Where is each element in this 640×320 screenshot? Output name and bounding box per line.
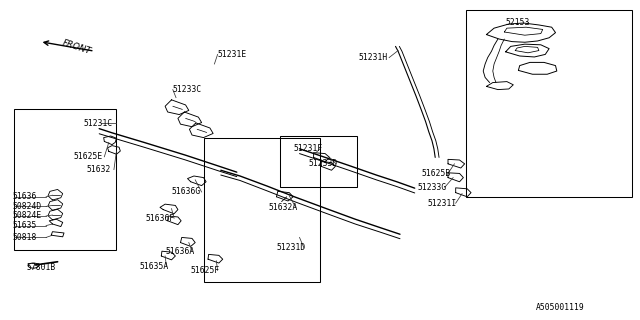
Text: 51632: 51632	[86, 165, 111, 174]
Text: 50824D: 50824D	[13, 202, 42, 211]
Text: FRONT: FRONT	[61, 38, 92, 56]
Text: 51632A: 51632A	[269, 203, 298, 212]
Bar	[466, 10, 632, 197]
Text: 51233C: 51233C	[173, 85, 202, 94]
Text: 50824E: 50824E	[13, 212, 42, 220]
Text: 51625E: 51625E	[74, 152, 103, 161]
Text: 51636A: 51636A	[165, 247, 195, 256]
Text: 51636G: 51636G	[172, 188, 201, 196]
Text: A505001119: A505001119	[536, 303, 585, 312]
Bar	[204, 138, 320, 282]
Text: 51233D: 51233D	[308, 159, 338, 168]
Text: 51231F: 51231F	[293, 144, 323, 153]
Text: 52153: 52153	[506, 18, 530, 27]
Text: 51635A: 51635A	[140, 262, 169, 271]
Text: 51233G: 51233G	[417, 183, 447, 192]
Text: 51636: 51636	[13, 192, 37, 201]
Bar	[14, 109, 116, 250]
Text: 51625B: 51625B	[421, 169, 451, 178]
Bar	[280, 136, 357, 187]
Text: 51231E: 51231E	[218, 50, 247, 59]
Text: 51635: 51635	[13, 221, 37, 230]
Text: 51636F: 51636F	[146, 214, 175, 223]
Text: 51231I: 51231I	[428, 199, 457, 208]
Text: 57801B: 57801B	[27, 263, 56, 272]
Text: 51231D: 51231D	[276, 244, 306, 252]
Text: 51625F: 51625F	[191, 266, 220, 275]
Text: 50818: 50818	[13, 233, 37, 242]
Text: 51231C: 51231C	[83, 119, 113, 128]
Text: 51231H: 51231H	[358, 53, 388, 62]
